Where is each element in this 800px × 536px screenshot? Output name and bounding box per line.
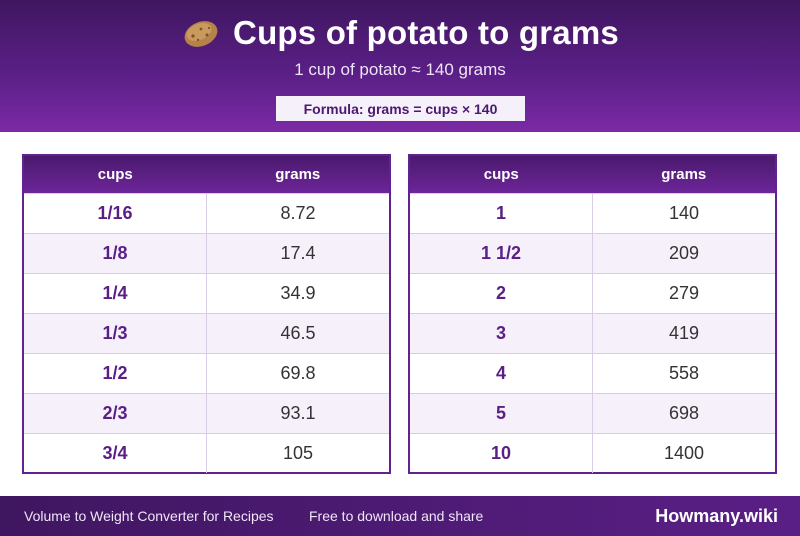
cups-cell: 1/2 [24,354,207,393]
column-header-grams: grams [661,166,707,183]
cups-cell: 1/16 [24,194,207,233]
grams-cell: 419 [668,323,700,343]
table-row: 2 279 [410,273,775,313]
page-title: Cups of potato to grams [233,14,619,51]
cups-cell: 1/8 [24,234,207,273]
formula-box: Formula: grams = cups × 140 [276,96,525,121]
grams-cell: 93.1 [280,403,316,423]
cups-cell: 1/3 [24,314,207,353]
potato-icon [181,16,221,50]
footer-tagline: Volume to Weight Converter for Recipes [24,508,274,524]
cups-cell: 1/4 [24,274,207,313]
table-row: 5 698 [410,393,775,433]
grams-cell: 1400 [663,443,705,463]
grams-cell: 17.4 [280,243,316,263]
cups-cell: 1 1/2 [410,234,593,273]
column-header-cups: cups [97,166,133,183]
grams-cell: 34.9 [280,283,316,303]
grams-cell: 8.72 [280,203,316,223]
table-row: 4 558 [410,353,775,393]
cups-cell: 3/4 [24,434,207,473]
footer-share-note: Free to download and share [309,508,484,524]
grams-cell: 140 [668,203,700,223]
grams-cell: 558 [668,363,700,383]
table-row: 1/2 69.8 [24,353,389,393]
cups-cell: 3 [410,314,593,353]
footer-bar: Volume to Weight Converter for Recipes F… [0,496,800,536]
table-row: 1 140 [410,193,775,233]
table-row: 3/4 105 [24,433,389,473]
grams-cell: 209 [668,243,700,263]
grams-cell: 698 [668,403,700,423]
column-header-grams: grams [275,166,321,183]
brand-link[interactable]: Howmany.wiki [655,505,778,526]
table-row: 3 419 [410,313,775,353]
cups-cell: 2/3 [24,394,207,433]
subtitle: 1 cup of potato ≈ 140 grams [294,60,506,79]
conversion-table-left: cups grams 1/16 8.72 1/8 17.4 1/4 34.9 1… [22,154,391,474]
grams-cell: 279 [668,283,700,303]
grams-cell: 105 [282,443,314,463]
cups-cell: 2 [410,274,593,313]
table-row: 1/16 8.72 [24,193,389,233]
cups-cell: 4 [410,354,593,393]
table-header: cups grams [24,156,389,193]
grams-cell: 46.5 [280,323,316,343]
table-row: 10 1400 [410,433,775,473]
header-banner: Cups of potato to grams 1 cup of potato … [0,0,800,132]
table-row: 1/4 34.9 [24,273,389,313]
cups-cell: 10 [410,434,593,473]
table-row: 2/3 93.1 [24,393,389,433]
cups-cell: 5 [410,394,593,433]
conversion-table-right: cups grams 1 140 1 1/2 209 2 279 3 419 4… [408,154,777,474]
column-header-cups: cups [483,166,519,183]
title-row: Cups of potato to grams [0,14,800,52]
table-header: cups grams [410,156,775,193]
table-row: 1 1/2 209 [410,233,775,273]
table-row: 1/3 46.5 [24,313,389,353]
grams-cell: 69.8 [280,363,316,383]
cups-cell: 1 [410,194,593,233]
table-row: 1/8 17.4 [24,233,389,273]
